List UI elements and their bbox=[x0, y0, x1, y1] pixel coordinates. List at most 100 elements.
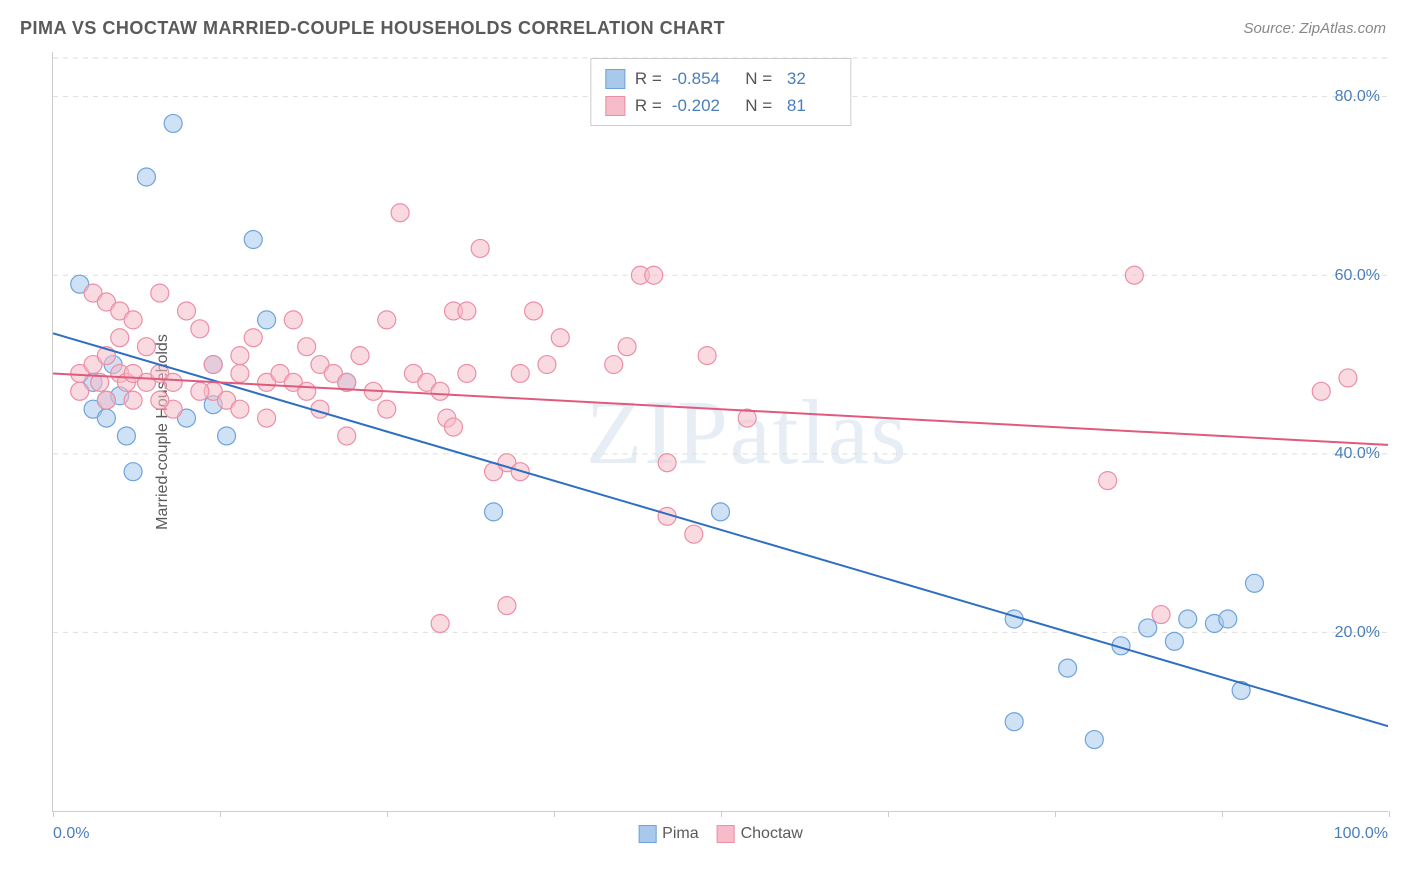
data-point bbox=[1246, 574, 1264, 592]
data-point bbox=[1125, 266, 1143, 284]
x-tick bbox=[1055, 811, 1056, 817]
x-axis-min-label: 0.0% bbox=[53, 825, 89, 843]
y-tick-label: 20.0% bbox=[1335, 624, 1380, 642]
legend-label: Choctaw bbox=[741, 825, 803, 843]
data-point bbox=[258, 311, 276, 329]
data-point bbox=[1139, 619, 1157, 637]
data-point bbox=[712, 503, 730, 521]
chart-svg bbox=[53, 52, 1388, 811]
data-point bbox=[1165, 632, 1183, 650]
legend-bottom: Pima Choctaw bbox=[638, 825, 803, 843]
x-tick bbox=[721, 811, 722, 817]
data-point bbox=[1339, 369, 1357, 387]
data-point bbox=[151, 284, 169, 302]
data-point bbox=[231, 364, 249, 382]
y-tick-label: 40.0% bbox=[1335, 445, 1380, 463]
data-point bbox=[244, 231, 262, 249]
data-point bbox=[97, 409, 115, 427]
data-point bbox=[151, 391, 169, 409]
data-point bbox=[645, 266, 663, 284]
data-point bbox=[458, 364, 476, 382]
x-tick bbox=[888, 811, 889, 817]
data-point bbox=[1059, 659, 1077, 677]
x-tick bbox=[1389, 811, 1390, 817]
data-point bbox=[1152, 606, 1170, 624]
x-tick bbox=[387, 811, 388, 817]
data-point bbox=[1219, 610, 1237, 628]
data-point bbox=[698, 347, 716, 365]
regression-line bbox=[53, 333, 1388, 726]
stats-n-label: N = bbox=[736, 65, 772, 92]
stats-swatch bbox=[605, 96, 625, 116]
data-point bbox=[1085, 731, 1103, 749]
chart-title: PIMA VS CHOCTAW MARRIED-COUPLE HOUSEHOLD… bbox=[20, 18, 725, 39]
plot-area: Married-couple Households ZIPatlas 20.0%… bbox=[52, 52, 1388, 812]
data-point bbox=[97, 391, 115, 409]
data-point bbox=[137, 338, 155, 356]
data-point bbox=[1099, 472, 1117, 490]
data-point bbox=[511, 364, 529, 382]
legend-label: Pima bbox=[662, 825, 698, 843]
data-point bbox=[298, 338, 316, 356]
data-point bbox=[244, 329, 262, 347]
data-point bbox=[538, 356, 556, 374]
data-point bbox=[1312, 382, 1330, 400]
data-point bbox=[178, 302, 196, 320]
data-point bbox=[1179, 610, 1197, 628]
data-point bbox=[431, 382, 449, 400]
x-tick bbox=[220, 811, 221, 817]
stats-r-label: R = bbox=[635, 92, 662, 119]
data-point bbox=[658, 454, 676, 472]
stats-legend: R = -0.854 N = 32 R = -0.202 N = 81 bbox=[590, 58, 851, 126]
data-point bbox=[485, 503, 503, 521]
legend-swatch bbox=[717, 825, 735, 843]
data-point bbox=[378, 311, 396, 329]
y-tick-label: 60.0% bbox=[1335, 267, 1380, 285]
x-tick bbox=[554, 811, 555, 817]
data-point bbox=[445, 418, 463, 436]
stats-n-value: 32 bbox=[782, 65, 836, 92]
stats-r-label: R = bbox=[635, 65, 662, 92]
stats-n-value: 81 bbox=[782, 92, 836, 119]
data-point bbox=[124, 311, 142, 329]
data-point bbox=[111, 329, 129, 347]
data-point bbox=[164, 114, 182, 132]
x-axis-max-label: 100.0% bbox=[1334, 825, 1388, 843]
data-point bbox=[71, 382, 89, 400]
legend-swatch bbox=[638, 825, 656, 843]
data-point bbox=[204, 356, 222, 374]
data-point bbox=[258, 409, 276, 427]
stats-r-value: -0.202 bbox=[672, 92, 726, 119]
x-tick bbox=[1222, 811, 1223, 817]
data-point bbox=[1005, 713, 1023, 731]
data-point bbox=[525, 302, 543, 320]
data-point bbox=[231, 400, 249, 418]
source-label: Source: ZipAtlas.com bbox=[1243, 20, 1386, 37]
data-point bbox=[231, 347, 249, 365]
data-point bbox=[458, 302, 476, 320]
data-point bbox=[391, 204, 409, 222]
data-point bbox=[551, 329, 569, 347]
legend-item: Choctaw bbox=[717, 825, 803, 843]
legend-item: Pima bbox=[638, 825, 698, 843]
data-point bbox=[117, 427, 135, 445]
data-point bbox=[378, 400, 396, 418]
data-point bbox=[338, 427, 356, 445]
data-point bbox=[298, 382, 316, 400]
data-point bbox=[471, 239, 489, 257]
stats-swatch bbox=[605, 69, 625, 89]
data-point bbox=[605, 356, 623, 374]
y-tick-label: 80.0% bbox=[1335, 88, 1380, 106]
data-point bbox=[137, 168, 155, 186]
data-point bbox=[191, 382, 209, 400]
data-point bbox=[284, 311, 302, 329]
data-point bbox=[498, 597, 516, 615]
data-point bbox=[351, 347, 369, 365]
data-point bbox=[685, 525, 703, 543]
stats-row: R = -0.854 N = 32 bbox=[605, 65, 836, 92]
data-point bbox=[431, 614, 449, 632]
stats-n-label: N = bbox=[736, 92, 772, 119]
stats-r-value: -0.854 bbox=[672, 65, 726, 92]
data-point bbox=[124, 391, 142, 409]
x-tick bbox=[53, 811, 54, 817]
